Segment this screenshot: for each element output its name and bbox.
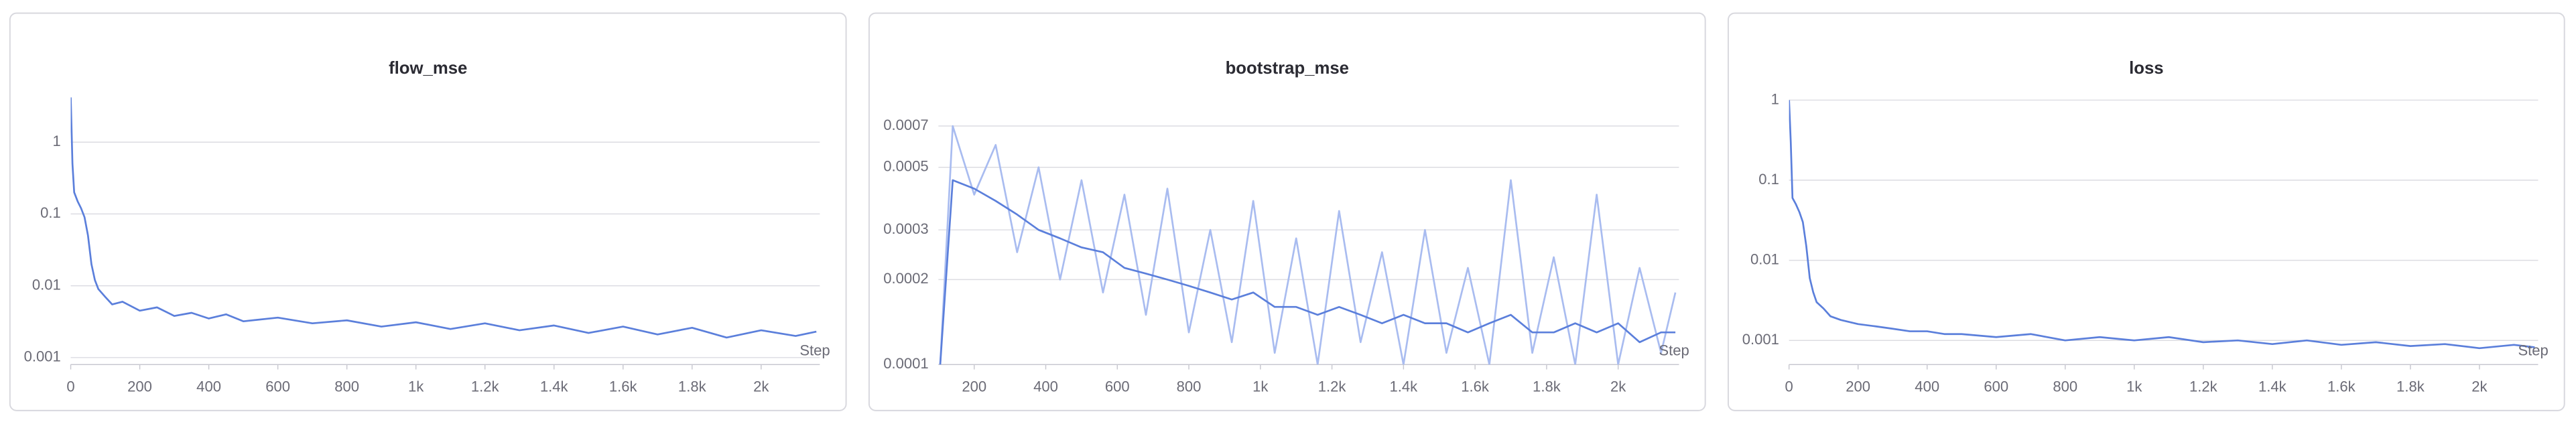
x-tick-label: 1k: [408, 378, 424, 395]
y-tick-label: 0.001: [24, 348, 61, 365]
chart-title: bootstrap_mse: [1226, 59, 1349, 78]
x-tick-label: 1.8k: [678, 378, 707, 395]
x-tick-label: 400: [1915, 378, 1939, 395]
y-tick-label: 0.001: [1742, 331, 1779, 348]
chart-title: loss: [2129, 59, 2163, 78]
y-tick-label: 0.1: [1758, 171, 1779, 188]
x-tick-label: 200: [962, 378, 986, 395]
x-tick-label: 800: [2053, 378, 2077, 395]
x-axis-label: Step: [1659, 342, 1689, 358]
y-tick-label: 0.0002: [883, 270, 928, 287]
x-tick-label: 1.4k: [1390, 378, 1419, 395]
x-tick-label: 0: [66, 378, 74, 395]
x-tick-label: 1.6k: [1461, 378, 1490, 395]
series-line: [1789, 100, 2535, 350]
x-tick-label: 1.4k: [2258, 378, 2287, 395]
x-tick-label: 600: [1105, 378, 1130, 395]
x-tick-label: 800: [1177, 378, 1202, 395]
series-line: [70, 97, 817, 339]
x-tick-label: 1.4k: [540, 378, 569, 395]
panel: [9, 12, 847, 411]
y-tick-label: 0.01: [1750, 251, 1779, 267]
y-tick-label: 1: [53, 133, 61, 149]
x-axis-label: Step: [2518, 342, 2548, 358]
x-tick-label: 0: [1785, 378, 1793, 395]
x-tick-label: 2k: [1610, 378, 1626, 395]
x-tick-label: 1.8k: [2396, 378, 2425, 395]
x-tick-label: 400: [196, 378, 221, 395]
series-line: [939, 179, 1676, 365]
x-tick-label: 1.2k: [471, 378, 500, 395]
x-tick-label: 200: [127, 378, 152, 395]
x-tick-label: 800: [334, 378, 359, 395]
x-tick-label: 1.2k: [2189, 378, 2218, 395]
x-tick-label: 1k: [1252, 378, 1269, 395]
x-tick-label: 2k: [753, 378, 769, 395]
x-tick-label: 1k: [2126, 378, 2142, 395]
series-line: [939, 125, 1677, 365]
x-tick-label: 1.8k: [1533, 378, 1561, 395]
y-tick-label: 0.0007: [883, 117, 928, 133]
panel: [1727, 12, 2565, 411]
y-tick-label: 0.01: [32, 276, 61, 293]
x-tick-label: 200: [1846, 378, 1870, 395]
x-tick-label: 1.6k: [609, 378, 638, 395]
y-tick-label: 0.0003: [883, 220, 928, 237]
x-tick-label: 1.2k: [1318, 378, 1347, 395]
x-tick-label: 600: [265, 378, 290, 395]
y-tick-label: 0.0001: [883, 355, 928, 372]
x-tick-label: 600: [1984, 378, 2008, 395]
chart-title: flow_mse: [389, 59, 467, 78]
x-axis-label: Step: [799, 342, 830, 358]
x-tick-label: 1.6k: [2327, 378, 2356, 395]
y-tick-label: 0.0005: [883, 158, 928, 175]
y-tick-label: 1: [1771, 90, 1779, 107]
x-tick-label: 400: [1033, 378, 1058, 395]
x-tick-label: 2k: [2471, 378, 2488, 395]
y-tick-label: 0.1: [40, 204, 61, 221]
